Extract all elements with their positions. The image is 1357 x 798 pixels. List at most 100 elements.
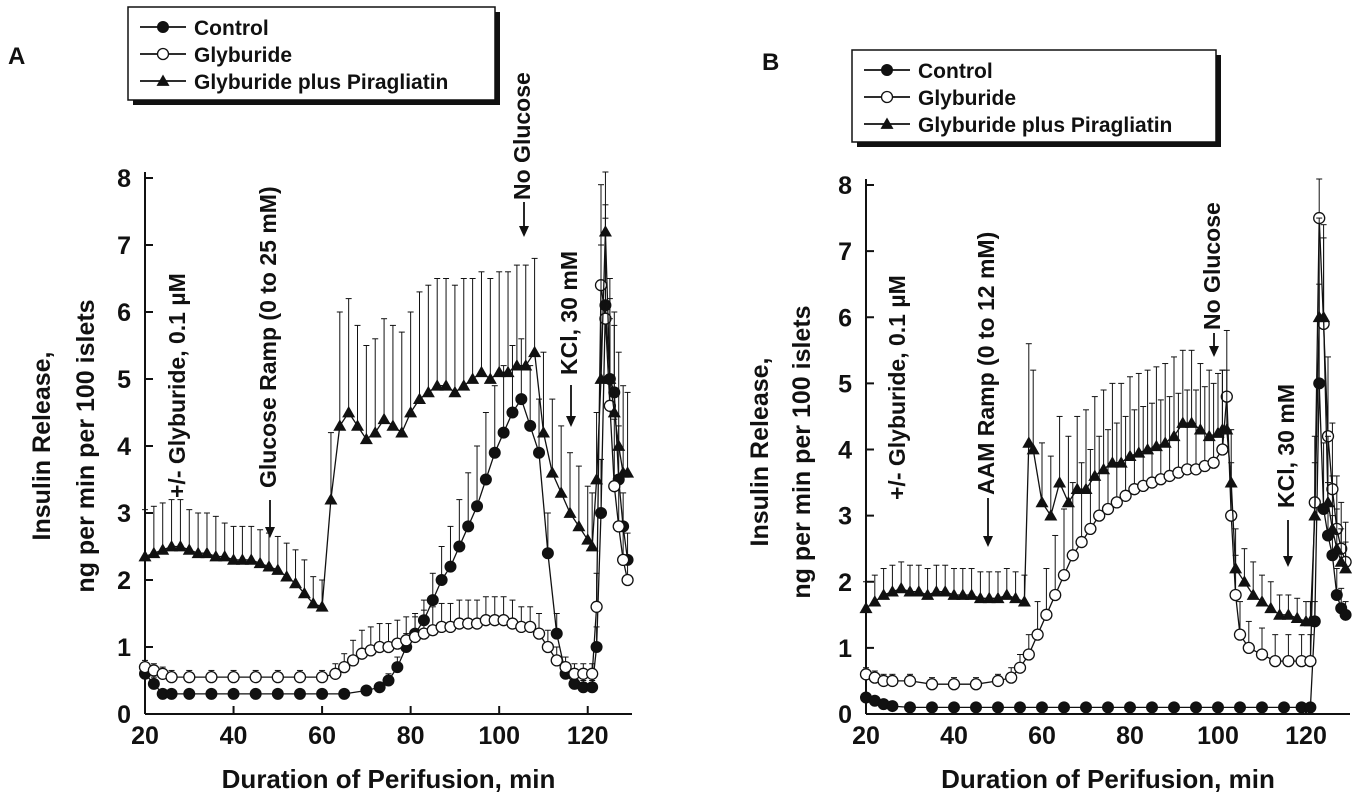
annotation-glyburide: +/- Glyburide, 0.1 µM xyxy=(884,275,910,500)
y-tick-label: 1 xyxy=(117,634,131,662)
data-point-glyburide-plus-piragliatin xyxy=(501,365,515,378)
data-point-control xyxy=(488,446,501,459)
data-point-glyburide-plus-piragliatin xyxy=(1158,436,1172,448)
data-point-glyburide xyxy=(271,671,284,684)
y-tick-label: 1 xyxy=(838,635,852,663)
data-point-glyburide-plus-piragliatin xyxy=(1022,436,1036,448)
data-point-glyburide-plus-piragliatin xyxy=(621,466,635,478)
panel-label: B xyxy=(762,49,779,76)
data-point-glyburide xyxy=(947,678,961,691)
data-point-glyburide xyxy=(925,678,939,691)
data-point-glyburide xyxy=(991,674,1005,688)
data-point-control xyxy=(249,687,262,700)
data-point-glyburide xyxy=(315,671,329,684)
series-glyburide-plus-piragliatin xyxy=(138,171,635,612)
data-point-control xyxy=(550,627,563,640)
x-tick-label: 40 xyxy=(220,722,248,750)
data-point-control xyxy=(479,473,492,486)
data-point-glyburide-plus-piragliatin xyxy=(289,576,303,589)
x-tick-label: 120 xyxy=(1285,722,1327,750)
y-tick-label: 3 xyxy=(117,500,131,528)
data-point-control xyxy=(1234,701,1246,714)
data-point-glyburide-plus-piragliatin xyxy=(351,419,365,431)
data-point-glyburide-plus-piragliatin xyxy=(1308,509,1322,521)
data-point-glyburide-plus-piragliatin xyxy=(1149,439,1163,452)
data-point-glyburide-plus-piragliatin xyxy=(929,585,943,597)
data-point-glyburide-plus-piragliatin xyxy=(607,406,621,418)
data-point-control xyxy=(271,687,284,700)
data-point-glyburide-plus-piragliatin xyxy=(982,591,996,604)
y-tick-label: 8 xyxy=(838,172,852,200)
x-tick-label: 40 xyxy=(940,722,968,750)
annotation-ramp: Glucose Ramp (0 to 25 mM) xyxy=(255,186,281,488)
data-point-glyburide xyxy=(616,553,630,567)
data-point-glyburide xyxy=(1242,641,1255,655)
data-point-glyburide-plus-piragliatin xyxy=(404,406,418,418)
data-point-glyburide-plus-piragliatin xyxy=(1264,601,1278,614)
data-point-glyburide-plus-piragliatin xyxy=(581,533,595,545)
x-axis-label: Duration of Perifusion, min xyxy=(941,764,1275,794)
data-point-glyburide-plus-piragliatin xyxy=(483,372,497,384)
y-tick-label: 2 xyxy=(117,567,131,595)
data-point-glyburide-plus-piragliatin xyxy=(395,426,409,438)
data-point-glyburide xyxy=(1229,588,1242,602)
data-point-glyburide-plus-piragliatin xyxy=(1097,462,1111,475)
data-point-glyburide-plus-piragliatin xyxy=(271,563,285,575)
chart-panel-b: B 0 1 2 3 4 5 6 7 8 20 40 60 80 100 120 Duration of Peri… xyxy=(746,49,1353,794)
data-point-control xyxy=(471,500,484,513)
data-point-control xyxy=(316,687,329,700)
data-point-glyburide xyxy=(338,660,351,674)
data-point-glyburide xyxy=(1225,509,1238,522)
data-point-glyburide xyxy=(621,573,634,587)
data-point-control xyxy=(453,540,466,553)
y-axis-label: ng per min per 100 islets xyxy=(72,299,100,592)
data-point-glyburide xyxy=(165,671,178,684)
data-point-glyburide-plus-piragliatin xyxy=(1317,310,1331,323)
data-point-control xyxy=(426,594,439,607)
data-point-glyburide-plus-piragliatin xyxy=(421,385,435,398)
data-point-glyburide-plus-piragliatin xyxy=(612,439,626,451)
data-point-control xyxy=(1304,701,1317,714)
data-point-glyburide-plus-piragliatin xyxy=(1079,482,1093,495)
data-point-glyburide-plus-piragliatin xyxy=(359,432,373,445)
data-point-glyburide-plus-piragliatin xyxy=(594,372,608,384)
data-point-glyburide xyxy=(1005,671,1018,684)
data-point-control xyxy=(391,661,404,674)
data-point-glyburide-plus-piragliatin xyxy=(1070,482,1084,495)
data-point-control xyxy=(515,393,528,406)
data-point-glyburide-plus-piragliatin xyxy=(545,466,559,478)
data-point-control xyxy=(595,507,608,519)
data-point-glyburide xyxy=(1282,654,1295,668)
data-point-control xyxy=(382,674,395,687)
data-point-glyburide-plus-piragliatin xyxy=(590,473,604,485)
data-point-control xyxy=(541,547,554,560)
data-point-glyburide-plus-piragliatin xyxy=(1053,476,1067,488)
data-point-glyburide-plus-piragliatin xyxy=(1339,562,1353,574)
data-point-glyburide-plus-piragliatin xyxy=(280,570,294,582)
data-point-control xyxy=(1080,701,1092,714)
data-point-control xyxy=(462,520,475,533)
data-point-glyburide xyxy=(346,654,360,667)
data-point-glyburide-plus-piragliatin xyxy=(563,506,577,518)
data-point-glyburide-plus-piragliatin xyxy=(1220,423,1234,435)
arrow-no-glucose-head xyxy=(519,226,529,237)
data-point-glyburide xyxy=(969,678,983,691)
data-point-glyburide-plus-piragliatin xyxy=(877,588,891,600)
data-point-control xyxy=(1124,701,1136,714)
data-point-control xyxy=(1212,701,1224,714)
data-point-control xyxy=(293,687,306,700)
data-point-glyburide xyxy=(1269,654,1282,668)
data-point-glyburide xyxy=(550,654,563,667)
data-point-glyburide xyxy=(1255,648,1269,661)
data-point-glyburide-plus-piragliatin xyxy=(439,379,453,391)
data-point-glyburide-plus-piragliatin xyxy=(182,543,196,555)
y-axis-label: Insulin Release, xyxy=(28,352,56,541)
data-point-glyburide-plus-piragliatin xyxy=(554,486,568,498)
legend-label: Glyburide plus Piragliatin xyxy=(918,114,1172,137)
legend-label: Control xyxy=(194,17,269,40)
data-point-glyburide-plus-piragliatin xyxy=(894,581,908,594)
data-point-glyburide-plus-piragliatin xyxy=(1185,416,1199,428)
x-tick-label: 100 xyxy=(478,722,520,750)
data-point-control xyxy=(338,687,351,700)
data-point-glyburide xyxy=(590,600,603,613)
